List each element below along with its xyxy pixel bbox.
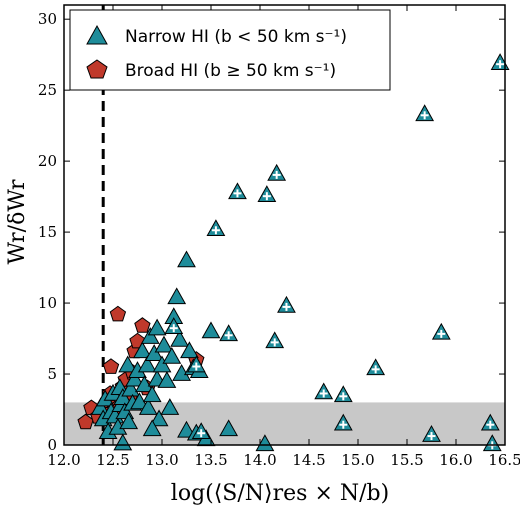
data-point-narrow: [121, 379, 141, 397]
y-tick-label: 0: [47, 436, 57, 454]
data-point-narrow: [142, 419, 162, 437]
legend-broad-label: Broad HI (b ≥ 50 km s⁻¹): [125, 61, 336, 81]
x-tick-label: 15.0: [341, 451, 374, 469]
y-tick-label: 10: [38, 294, 57, 312]
legend-box: [69, 9, 391, 91]
legend-broad-marker: [86, 59, 108, 79]
data-point-narrow-flagged: [422, 425, 441, 442]
data-point-broad: [134, 317, 151, 333]
data-point-narrow: [149, 409, 169, 427]
data-point-narrow: [134, 375, 154, 393]
y-tick-label: 15: [38, 223, 57, 241]
data-point-narrow: [137, 355, 157, 373]
data-point-narrow-flagged: [191, 422, 211, 440]
y-tick-label: 20: [38, 152, 57, 170]
data-point-narrow: [119, 412, 139, 430]
data-point-narrow-flagged: [490, 53, 510, 70]
plot-area: [64, 5, 510, 452]
y-tick-label: 30: [38, 10, 57, 28]
data-point-narrow: [180, 341, 199, 359]
x-tick-label: 12.5: [96, 451, 129, 469]
data-point-narrow: [147, 318, 167, 336]
x-tick-label: 12.0: [47, 451, 80, 469]
data-point-narrow-flagged: [333, 385, 353, 403]
data-point-narrow-flagged: [277, 295, 296, 313]
legend-narrow-marker: [86, 24, 108, 45]
x-tick-label: 13.5: [194, 451, 227, 469]
x-tick-label: 14.5: [292, 451, 325, 469]
data-point-narrow-flagged: [265, 331, 285, 349]
data-point-narrow-flagged: [186, 355, 206, 373]
data-point-narrow: [144, 344, 164, 361]
data-point-narrow: [177, 250, 196, 268]
data-point-narrow: [152, 355, 172, 373]
data-point-narrow: [125, 369, 144, 387]
x-tick-label: 15.5: [390, 451, 423, 469]
data-point-narrow-flagged: [366, 358, 386, 376]
data-point-broad: [102, 358, 120, 374]
data-point-narrow: [132, 341, 152, 359]
data-point-narrow-flagged: [431, 322, 451, 340]
data-point-narrow-flagged: [480, 413, 500, 431]
legend-narrow-label: Narrow HI (b < 50 km s⁻¹): [125, 27, 347, 47]
data-point-narrow-flagged: [267, 163, 287, 181]
data-point-narrow: [162, 346, 182, 364]
data-point-narrow-flagged: [333, 413, 353, 431]
data-point-narrow: [170, 329, 190, 347]
data-point-narrow-flagged: [257, 185, 277, 202]
data-point-narrow: [167, 287, 187, 305]
y-axis-label: Wr/δWr: [5, 179, 30, 264]
plot-frame: [63, 4, 506, 446]
data-point-narrow: [201, 321, 221, 339]
data-point-narrow-flagged: [219, 324, 239, 342]
data-point-narrow: [118, 355, 138, 373]
x-axis-label: log(⟨S/N⟩res × N/b): [171, 481, 389, 506]
data-point-narrow-flagged: [206, 219, 226, 237]
data-point-broad: [109, 305, 127, 322]
y-tick-label: 5: [47, 365, 57, 383]
data-point-narrow: [157, 371, 177, 388]
data-point-narrow-flagged: [415, 104, 435, 122]
data-point-narrow: [138, 398, 158, 415]
x-tick-label: 16.0: [439, 451, 472, 469]
legend: Narrow HI (b < 50 km s⁻¹) Broad HI (b ≥ …: [69, 9, 391, 91]
data-point-narrow-flagged: [314, 382, 334, 400]
data-point-narrow: [113, 433, 133, 451]
x-tick-label: 14.0: [243, 451, 276, 469]
data-point-narrow: [177, 420, 196, 438]
x-tick-label: 16.5: [488, 451, 520, 469]
data-point-narrow: [142, 385, 162, 403]
axes: 12.0 12.5 13.0 13.5 14.0 14.5 15.0 15.5 16.0 16.5…: [38, 4, 520, 469]
data-point-narrow: [140, 327, 160, 344]
data-point-narrow: [255, 434, 275, 452]
data-point-narrow: [160, 398, 180, 415]
data-point-narrow: [90, 398, 110, 415]
x-tick-label: 13.0: [145, 451, 178, 469]
y-tick-label: 25: [38, 81, 57, 99]
data-point-narrow-flagged: [228, 182, 247, 200]
data-point-narrow: [113, 388, 133, 405]
data-point-narrow-flagged: [164, 317, 184, 334]
data-point-narrow: [154, 335, 174, 353]
data-point-narrow: [219, 419, 239, 437]
